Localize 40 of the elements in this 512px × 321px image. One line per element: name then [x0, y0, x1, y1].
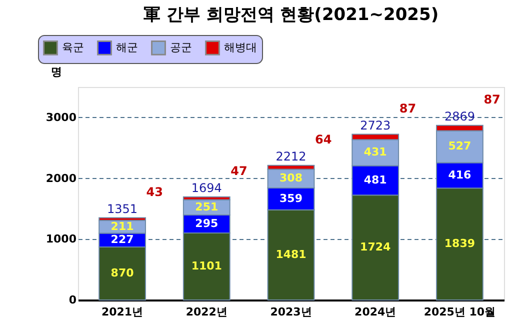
data-label: 227	[110, 233, 134, 246]
x-tick-label: 2022년	[186, 306, 228, 318]
y-tick-label: 0	[68, 294, 77, 306]
total-label: 1351	[107, 202, 138, 216]
data-label: 47	[230, 164, 248, 178]
data-label: 1724	[360, 240, 392, 254]
y-tick-label: 3000	[46, 110, 77, 124]
data-label: 1481	[276, 248, 306, 261]
data-label: 295	[195, 217, 218, 230]
data-label: 870	[110, 266, 134, 280]
data-label: 87	[484, 92, 500, 106]
data-label: 308	[280, 172, 302, 185]
data-label: 416	[448, 168, 472, 182]
x-tick-label: 2023년	[270, 306, 312, 318]
data-label: 87	[399, 101, 416, 116]
x-tick-label: 2025년 10월	[424, 306, 496, 318]
y-axis-title: 명	[51, 66, 62, 78]
total-label: 2212	[276, 149, 306, 164]
data-label: 64	[315, 132, 332, 146]
data-label: 1839	[444, 237, 476, 250]
total-label: 1694	[191, 180, 222, 195]
x-tick-label: 2024년	[354, 306, 396, 318]
legend-label: 육군	[62, 40, 84, 54]
legend-label: 해병대	[224, 40, 257, 54]
y-tick-label: 2000	[46, 172, 77, 185]
legend-label: 해군	[116, 40, 138, 54]
data-label: 481	[364, 173, 387, 186]
data-label: 359	[280, 192, 302, 205]
legend-label: 공군	[170, 40, 192, 54]
x-tick-label: 2021년	[101, 306, 144, 318]
data-label: 251	[195, 200, 218, 214]
y-tick-label: 1000	[46, 232, 77, 246]
total-label: 2869	[444, 109, 475, 124]
data-label: 431	[364, 146, 387, 159]
data-label: 1101	[191, 260, 222, 272]
total-label: 2723	[360, 118, 391, 132]
chart-title: 軍 간부 희망전역 현황(2021~2025)	[143, 5, 439, 25]
data-label: 43	[146, 184, 163, 199]
data-label: 211	[110, 220, 134, 233]
data-label: 527	[448, 140, 472, 153]
